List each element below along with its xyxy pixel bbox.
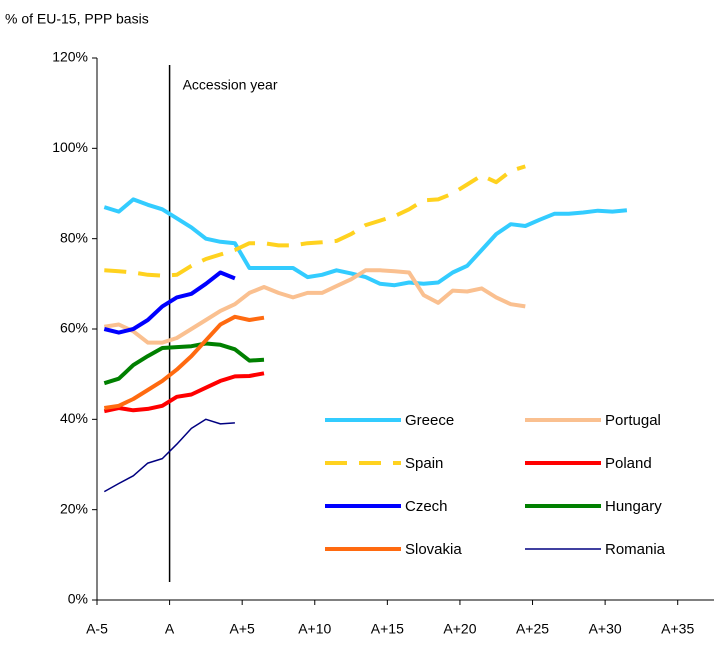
x-tick-label: A+35	[661, 621, 694, 637]
series-line	[103, 341, 265, 386]
y-tick-label: 120%	[52, 49, 88, 65]
y-tick-label: 100%	[52, 139, 88, 155]
legend-label: Czech	[405, 498, 448, 515]
x-tick-label: A-5	[86, 621, 108, 637]
legend-label: Greece	[405, 412, 454, 429]
y-tick-label: 60%	[60, 320, 88, 336]
series-line	[104, 164, 526, 278]
annotation: Accession year	[183, 77, 278, 93]
series-line	[103, 270, 236, 335]
y-tick-label: 0%	[68, 591, 88, 607]
legend-label: Hungary	[605, 498, 662, 515]
x-tick-label: A	[165, 621, 175, 637]
x-tick-label: A+25	[516, 621, 549, 637]
x-tick-label: A+20	[443, 621, 476, 637]
y-tick-label: 40%	[60, 410, 88, 426]
series-line	[103, 197, 628, 288]
series-line	[103, 268, 526, 345]
x-tick-label: A+5	[230, 621, 256, 637]
series-line	[103, 314, 265, 410]
x-tick-label: A+15	[371, 621, 404, 637]
series-line	[103, 371, 265, 414]
x-tick-label: A+30	[589, 621, 622, 637]
legend-label: Poland	[605, 455, 652, 472]
x-tick-label: A+10	[298, 621, 331, 637]
legend-label: Slovakia	[405, 541, 462, 558]
legend-label: Spain	[405, 455, 443, 472]
y-tick-label: 80%	[60, 229, 88, 245]
series-line	[103, 418, 235, 493]
legend-label: Romania	[605, 541, 666, 558]
y-tick-label: 20%	[60, 500, 88, 516]
y-axis-title: % of EU-15, PPP basis	[5, 11, 149, 27]
legend-label: Portugal	[605, 412, 661, 429]
